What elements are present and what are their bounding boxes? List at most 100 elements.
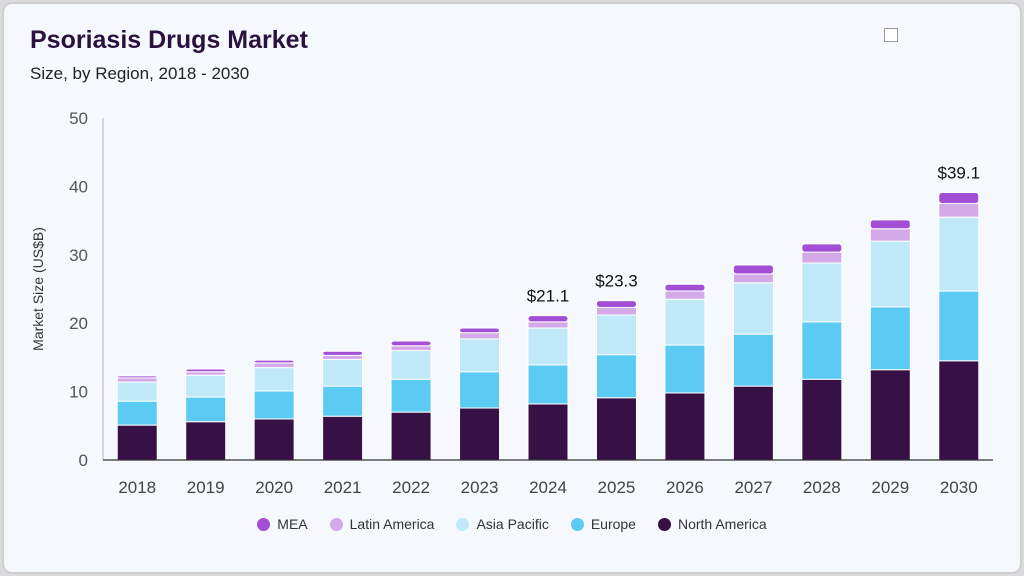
bar-segment: [390, 350, 432, 380]
chart-subtitle: Size, by Region, 2018 - 2030: [30, 64, 250, 83]
bar-segment: [116, 375, 158, 379]
broken-image-icon: [884, 28, 898, 42]
bar-segment: [390, 340, 432, 347]
legend-item[interactable]: Europe: [570, 516, 636, 532]
y-tick-label: 20: [69, 314, 88, 333]
bar-segment: [801, 262, 843, 323]
bar-segment: [185, 421, 227, 461]
bar-segment: [459, 332, 501, 340]
x-tick-label: 2022: [392, 478, 430, 497]
bar-segment: [938, 216, 980, 292]
y-tick-label: 30: [69, 246, 88, 265]
bar-segment: [595, 397, 637, 461]
bar-segment: [938, 203, 980, 218]
bar-segment: [732, 282, 774, 335]
y-tick-label: 10: [69, 383, 88, 402]
bar-segment: [185, 374, 227, 398]
bar-segment: [801, 321, 843, 380]
bar-segment: [459, 371, 501, 409]
bar-segment: [732, 273, 774, 284]
x-tick-label: 2021: [324, 478, 362, 497]
x-tick-label: 2026: [666, 478, 704, 497]
legend-swatch: [257, 517, 271, 531]
bar-segment: [116, 381, 158, 402]
bar-segment: [527, 321, 569, 329]
bar-segment: [322, 358, 364, 387]
bar-segment: [459, 327, 501, 334]
bar-segment: [116, 400, 158, 426]
legend-label: MEA: [277, 516, 308, 532]
x-tick-label: 2029: [871, 478, 909, 497]
bar-segment: [938, 290, 980, 362]
bar-segment: [185, 368, 227, 373]
bar-segment: [527, 403, 569, 461]
bar-segment: [185, 396, 227, 423]
bar-segment: [869, 219, 911, 230]
bar-segment: [253, 418, 295, 461]
bar-segment: [664, 298, 706, 346]
bar-segment: [116, 377, 158, 383]
bar-segment: [869, 306, 911, 371]
x-tick-label: 2030: [940, 478, 978, 497]
bar-segment: [732, 385, 774, 461]
bar-segment: [527, 315, 569, 323]
legend-item[interactable]: Asia Pacific: [456, 516, 549, 532]
bar-segment: [253, 390, 295, 420]
legend-item[interactable]: Latin America: [329, 516, 435, 532]
bar-segment: [938, 192, 980, 204]
data-label: $23.3: [595, 272, 638, 291]
bar-segment: [116, 424, 158, 461]
legend-item[interactable]: North America: [657, 516, 767, 532]
bar-segment: [459, 407, 501, 461]
y-axis-label: Market Size (US$B): [30, 227, 46, 351]
legend-label: Europe: [590, 516, 636, 532]
bar-segment: [869, 369, 911, 461]
y-tick-label: 50: [69, 109, 88, 128]
legend: MEA Latin America Asia Pacific Europe North …: [0, 516, 1024, 532]
bar-segment: [595, 300, 637, 308]
bar-segment: [459, 338, 501, 373]
bar-segment: [390, 411, 432, 461]
x-tick-label: 2025: [598, 478, 636, 497]
bar-segment: [664, 392, 706, 461]
bar-segment: [390, 345, 432, 352]
y-tick-label: 0: [79, 451, 88, 470]
bar-segment: [595, 354, 637, 399]
legend-label: North America: [677, 516, 767, 532]
bar-segment: [322, 350, 364, 356]
bar-segment: [595, 306, 637, 316]
bar-segment: [527, 327, 569, 366]
bar-segment: [185, 371, 227, 376]
data-label: $39.1: [937, 164, 980, 183]
data-label: $21.1: [527, 287, 570, 306]
bar-segment: [801, 251, 843, 264]
bar-segment: [732, 333, 774, 387]
bar-segment: [869, 228, 911, 242]
legend-label: Asia Pacific: [476, 516, 549, 532]
legend-swatch: [456, 517, 470, 531]
legend-label: Latin America: [349, 516, 435, 532]
chart-title: Psoriasis Drugs Market: [30, 26, 308, 54]
legend-swatch: [657, 517, 671, 531]
x-tick-label: 2028: [803, 478, 841, 497]
bar-segment: [869, 240, 911, 308]
bar-segment: [322, 385, 364, 417]
legend-item[interactable]: MEA: [257, 516, 308, 532]
bar-segment: [595, 314, 637, 356]
bar-segment: [664, 283, 706, 292]
bar-segment: [732, 264, 774, 275]
x-tick-label: 2019: [187, 478, 225, 497]
bar-segment: [664, 290, 706, 300]
legend-swatch: [329, 517, 343, 531]
bar-segment: [527, 364, 569, 405]
x-tick-label: 2020: [255, 478, 293, 497]
bar-segment: [664, 344, 706, 394]
bar-segment: [938, 360, 980, 461]
bar-segment: [253, 359, 295, 364]
bar-segment: [801, 378, 843, 461]
x-tick-label: 2018: [118, 478, 156, 497]
bar-segment: [390, 378, 432, 413]
x-tick-label: 2024: [529, 478, 567, 497]
